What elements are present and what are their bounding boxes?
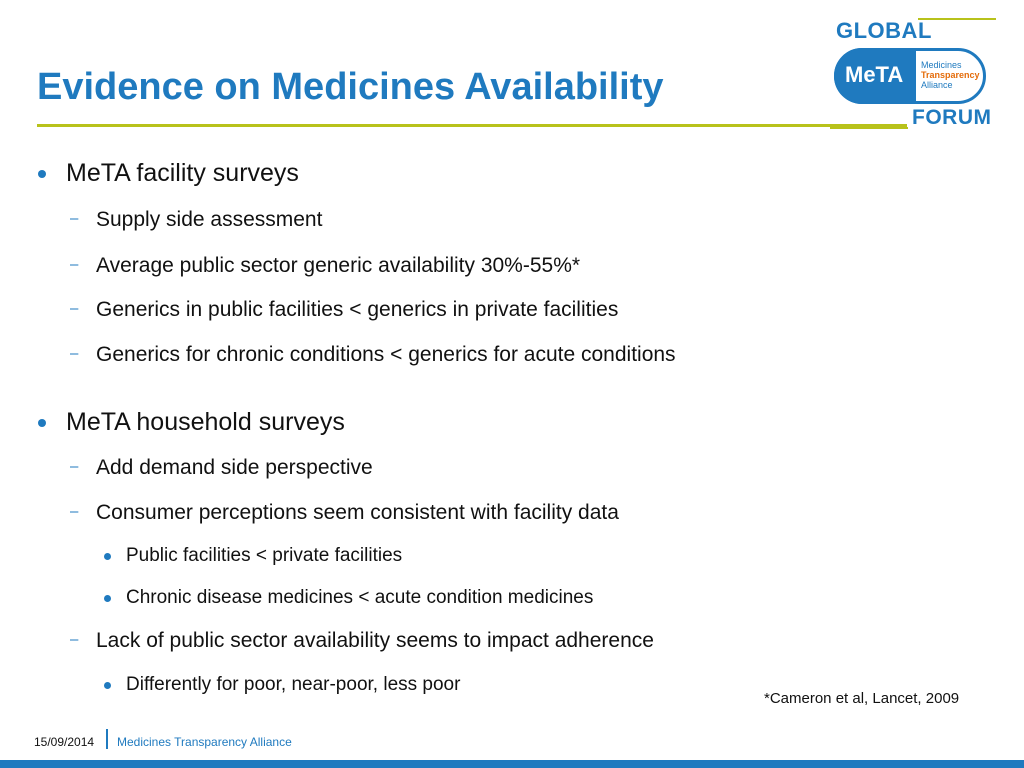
global-meta-forum-logo: GLOBAL MeTA Medicines Transparency Allia…: [830, 10, 1000, 135]
logo-meta-block: [834, 48, 916, 104]
logo-meta-text: MeTA: [845, 62, 904, 87]
facility-item: Generics in public facilities < generics…: [96, 298, 619, 321]
household-subitem: Differently for poor, near-poor, less po…: [126, 674, 461, 695]
logo-global-text: GLOBAL: [836, 18, 932, 43]
household-item: Consumer perceptions seem consistent wit…: [96, 501, 619, 524]
facility-item: Generics for chronic conditions < generi…: [96, 343, 676, 366]
bullet-dot-icon: [38, 419, 46, 427]
bullet-dot-icon: [104, 595, 111, 602]
dash-icon: –: [70, 345, 79, 362]
citation-footnote: *Cameron et al, Lancet, 2009: [764, 690, 960, 707]
footer-separator: [106, 729, 108, 749]
facility-item: Supply side assessment: [96, 208, 323, 231]
household-item: Lack of public sector availability seems…: [96, 629, 654, 652]
bullet-dot-icon: [38, 170, 46, 178]
household-heading: MeTA household surveys: [66, 408, 345, 436]
dash-icon: –: [70, 210, 79, 227]
dash-icon: –: [70, 300, 79, 317]
logo-top-line: [918, 18, 996, 20]
logo-sub-line3: Alliance: [921, 80, 953, 90]
household-subitem: Chronic disease medicines < acute condit…: [126, 587, 594, 608]
dash-icon: –: [70, 458, 79, 475]
bullet-dot-icon: [104, 682, 111, 689]
household-item: Add demand side perspective: [96, 456, 373, 479]
dash-icon: –: [70, 256, 79, 273]
logo-sub-line2: Transparency: [921, 70, 980, 80]
facility-heading: MeTA facility surveys: [66, 159, 299, 187]
logo-bottom-line: [830, 127, 908, 129]
household-subitem: Public facilities < private facilities: [126, 545, 403, 566]
logo-subtitle: Medicines Transparency Alliance: [921, 60, 980, 90]
dash-icon: –: [70, 631, 79, 648]
logo-forum-text: FORUM: [912, 106, 992, 129]
title-divider: [37, 124, 907, 127]
footer-bar: [0, 760, 1024, 768]
facility-item: Average public sector generic availabili…: [96, 254, 581, 277]
slide-title: Evidence on Medicines Availability: [37, 66, 664, 108]
footer-organization: Medicines Transparency Alliance: [117, 735, 292, 749]
logo-sub-line1: Medicines: [921, 60, 962, 70]
bullet-dot-icon: [104, 553, 111, 560]
dash-icon: –: [70, 503, 79, 520]
footer-date: 15/09/2014: [34, 735, 95, 749]
